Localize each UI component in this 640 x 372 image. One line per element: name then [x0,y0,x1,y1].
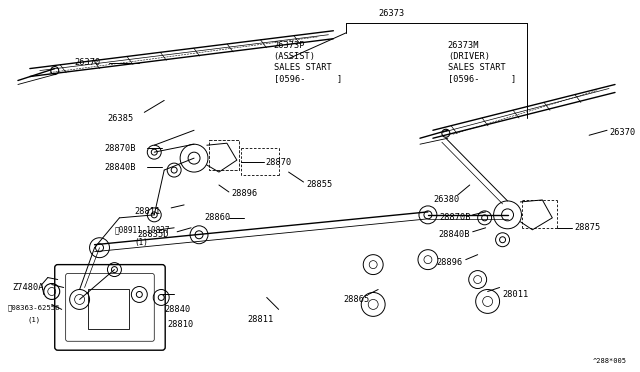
Text: SALES START: SALES START [274,63,332,72]
Text: 26373M: 26373M [448,41,479,50]
Text: 28810: 28810 [167,320,193,329]
Text: (DRIVER): (DRIVER) [448,52,490,61]
Text: 28896: 28896 [436,258,462,267]
Text: ⓝ08911-10837: ⓝ08911-10837 [115,225,170,234]
Text: 28855: 28855 [307,180,333,189]
Text: [0596-      ]: [0596- ] [448,74,516,83]
Text: (1): (1) [28,316,41,323]
Text: 28860: 28860 [204,214,230,222]
Text: 28840: 28840 [164,305,191,314]
Text: 26380: 26380 [433,195,459,205]
Text: 26373: 26373 [378,9,404,18]
Text: SALES START: SALES START [448,63,506,72]
Text: (1): (1) [134,238,148,247]
Text: Z7480A: Z7480A [12,283,44,292]
Text: (ASSIST): (ASSIST) [274,52,316,61]
Text: 26370: 26370 [75,58,101,67]
Bar [209,140,239,170]
Text: ^288*005: ^288*005 [593,358,627,364]
Text: 26370: 26370 [609,128,636,137]
Text: Ⓢ08363-62556: Ⓢ08363-62556 [8,304,60,311]
Text: 28811: 28811 [134,207,161,217]
Text: 28835D: 28835D [138,230,169,239]
Text: 28011: 28011 [502,290,529,299]
Text: 28870: 28870 [266,158,292,167]
Text: 28875: 28875 [574,223,600,232]
Text: 28840B: 28840B [438,230,469,239]
Text: 28865: 28865 [343,295,369,304]
Text: 28870B: 28870B [104,144,136,153]
Text: 28870B: 28870B [440,214,472,222]
Text: 26385: 26385 [108,114,134,123]
Text: [0596-      ]: [0596- ] [274,74,342,83]
Text: 26373P: 26373P [274,41,305,50]
Text: 28896: 28896 [231,189,257,198]
Bar [88,289,129,329]
Text: 28840B: 28840B [104,163,136,171]
Text: 28811: 28811 [248,315,274,324]
